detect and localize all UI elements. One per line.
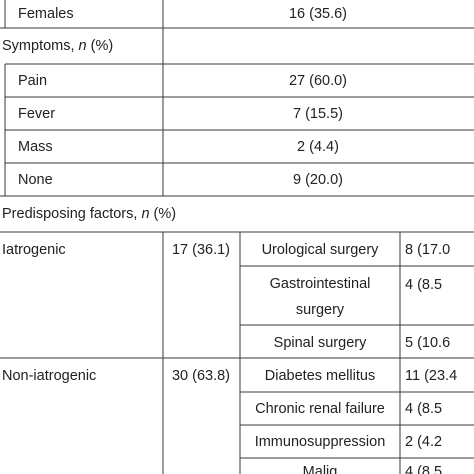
heading-italic: n	[141, 206, 149, 222]
sub-label: Immunosuppression	[255, 434, 386, 450]
cell-value: 16 (35.6)	[289, 6, 347, 22]
cell-value: 27 (60.0)	[289, 73, 347, 89]
sub-value: 2 (4.2	[405, 434, 442, 450]
group-label: Non-iatrogenic	[2, 368, 96, 384]
sub-label: Chronic renal failure	[255, 401, 385, 417]
sub-label: Urological surgery	[262, 242, 380, 258]
group-value: 17 (36.1)	[172, 242, 230, 258]
sub-label: surgery	[296, 302, 345, 318]
sub-value: 11 (23.4	[405, 368, 457, 384]
sub-value: 4 (8.5	[405, 277, 442, 293]
cell-value: 7 (15.5)	[293, 106, 343, 122]
heading-text: Predisposing factors,	[2, 206, 141, 222]
section-heading: Predisposing factors, n (%)	[2, 206, 176, 222]
row-label: Pain	[18, 73, 47, 89]
section-heading: Symptoms, n (%)	[2, 38, 113, 54]
sub-label: Diabetes mellitus	[265, 368, 375, 384]
sub-value: 8 (17.0	[405, 242, 450, 258]
row-label: Fever	[18, 106, 55, 122]
row-label: None	[18, 172, 53, 188]
sub-label: Gastrointestinal	[270, 276, 371, 292]
heading-text: Symptoms,	[2, 38, 79, 54]
heading-suffix: (%)	[150, 206, 177, 222]
group-label: Iatrogenic	[2, 242, 66, 258]
row-label: Mass	[18, 139, 53, 155]
group-value: 30 (63.8)	[172, 368, 230, 384]
heading-italic: n	[79, 38, 87, 54]
cell-value: 9 (20.0)	[293, 172, 343, 188]
sub-value: 4 (8.5	[405, 401, 442, 417]
sub-value: 5 (10.6	[405, 335, 450, 351]
heading-suffix: (%)	[87, 38, 114, 54]
sub-value: 4 (8.5	[405, 464, 442, 474]
cell-value: 2 (4.4)	[297, 139, 339, 155]
row-label: Females	[18, 6, 74, 22]
sub-label: Malig	[303, 464, 338, 474]
sub-label: Spinal surgery	[274, 335, 367, 351]
